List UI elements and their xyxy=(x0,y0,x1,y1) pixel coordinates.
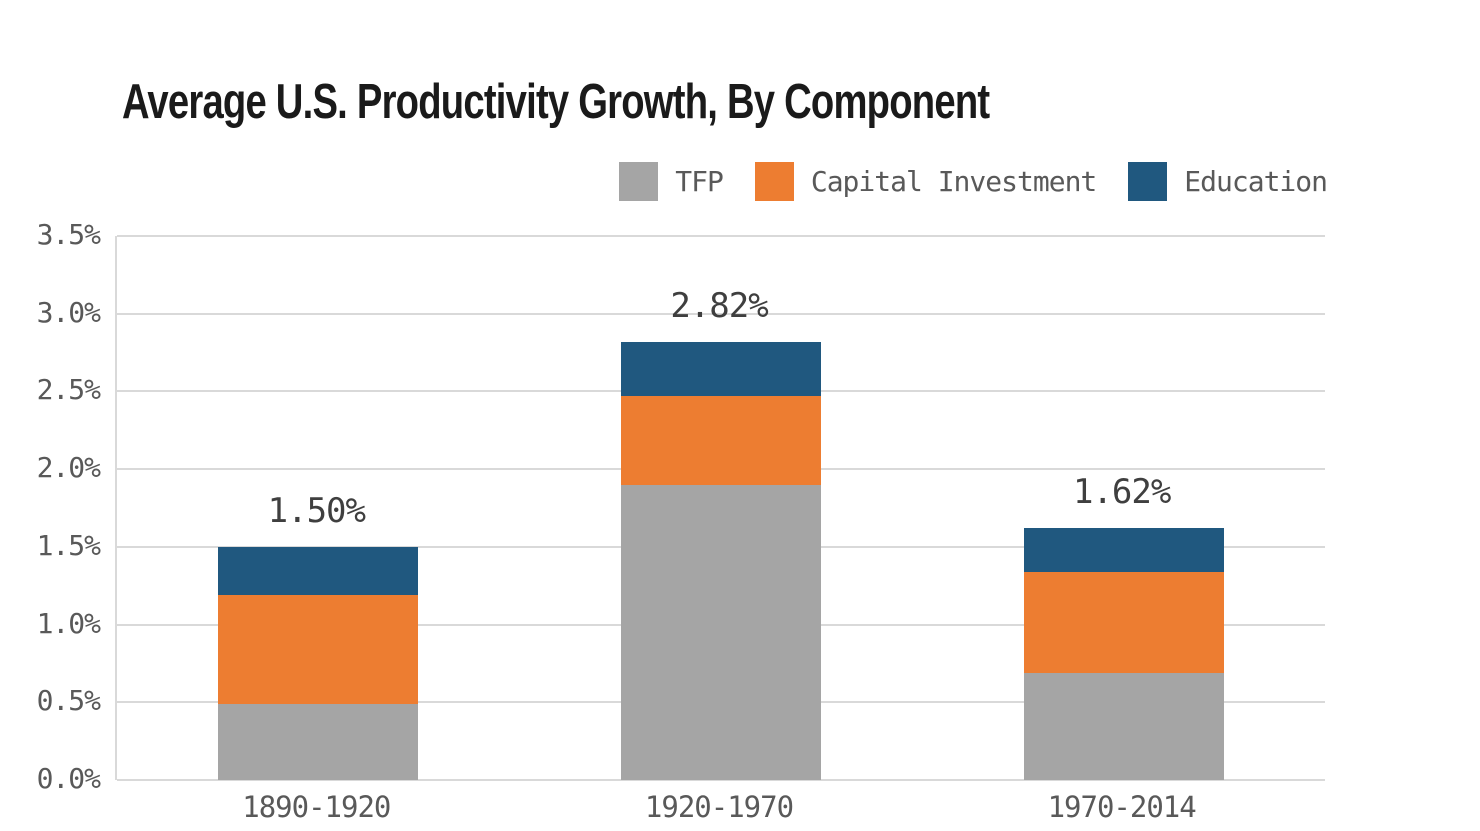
chart-title: Average U.S. Productivity Growth, By Com… xyxy=(122,75,990,129)
y-tick-label: 3.0% xyxy=(36,295,101,329)
stacked-bar-1920-1970 xyxy=(621,341,821,780)
bar-segment-capital-investment xyxy=(218,595,419,704)
y-tick-label: 2.0% xyxy=(36,451,101,485)
legend-label: Education xyxy=(1184,165,1328,198)
bar-segment-education xyxy=(218,546,419,596)
bar-total-label: 2.82% xyxy=(670,285,768,326)
bar-segment-education xyxy=(1023,528,1224,572)
stacked-bar-1890-1920 xyxy=(218,546,419,780)
x-tick-label: 1920-1970 xyxy=(644,790,794,824)
y-tick-label: 3.5% xyxy=(36,218,101,251)
legend-item-education: Education xyxy=(1128,162,1328,201)
gridline xyxy=(117,235,1325,237)
legend-item-tfp: TFP xyxy=(619,162,724,201)
y-tick-label: 0.5% xyxy=(36,684,101,718)
gridline xyxy=(117,312,1325,315)
y-tick-label: 1.0% xyxy=(36,606,101,640)
legend-item-capital-investment: Capital Investment xyxy=(754,162,1097,201)
x-tick-label: 1970-2014 xyxy=(1047,790,1197,824)
bar-segment-tfp xyxy=(1023,672,1224,780)
bar-segment-tfp xyxy=(621,484,821,780)
bar-segment-capital-investment xyxy=(1023,571,1224,673)
stacked-bar-1970-2014 xyxy=(1023,528,1224,780)
chart-legend: TFP Capital Investment Education xyxy=(619,162,1328,201)
legend-swatch-icon xyxy=(754,162,794,201)
bar-segment-tfp xyxy=(218,703,419,780)
bar-total-label: 1.62% xyxy=(1072,472,1171,513)
bar-segment-capital-investment xyxy=(621,396,821,485)
legend-label: TFP xyxy=(675,165,724,198)
y-tick-label: 0.0% xyxy=(36,762,101,795)
y-tick-label: 1.5% xyxy=(36,528,101,562)
gridline xyxy=(117,779,1325,781)
plot-area xyxy=(115,235,1325,781)
bar-total-label: 1.50% xyxy=(267,490,366,531)
y-tick-label: 2.5% xyxy=(36,373,101,407)
legend-label: Capital Investment xyxy=(810,165,1097,198)
x-tick-label: 1890-1920 xyxy=(242,790,391,824)
legend-swatch-icon xyxy=(619,162,659,201)
bar-segment-education xyxy=(621,341,821,397)
legend-swatch-icon xyxy=(1128,162,1168,201)
